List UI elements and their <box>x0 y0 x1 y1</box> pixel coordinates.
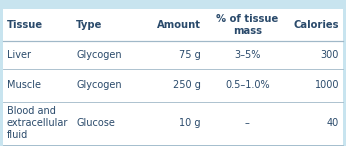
Text: 40: 40 <box>327 118 339 128</box>
Text: Amount: Amount <box>157 20 201 30</box>
Text: –: – <box>245 118 250 128</box>
Text: 0.5–1.0%: 0.5–1.0% <box>225 80 270 90</box>
Text: Calories: Calories <box>293 20 339 30</box>
Text: Glucose: Glucose <box>76 118 115 128</box>
Text: 300: 300 <box>321 50 339 60</box>
Text: % of tissue
mass: % of tissue mass <box>216 14 279 36</box>
Text: Muscle: Muscle <box>7 80 41 90</box>
Text: Tissue: Tissue <box>7 20 43 30</box>
Text: 250 g: 250 g <box>173 80 201 90</box>
Text: Glycogen: Glycogen <box>76 50 122 60</box>
Text: 75 g: 75 g <box>179 50 201 60</box>
Text: 3–5%: 3–5% <box>234 50 261 60</box>
Text: Glycogen: Glycogen <box>76 80 122 90</box>
Text: 10 g: 10 g <box>179 118 201 128</box>
Text: 1000: 1000 <box>315 80 339 90</box>
FancyBboxPatch shape <box>3 9 343 145</box>
Text: Blood and
extracellular
fluid: Blood and extracellular fluid <box>7 106 68 140</box>
Text: Type: Type <box>76 20 102 30</box>
Text: Liver: Liver <box>7 50 31 60</box>
